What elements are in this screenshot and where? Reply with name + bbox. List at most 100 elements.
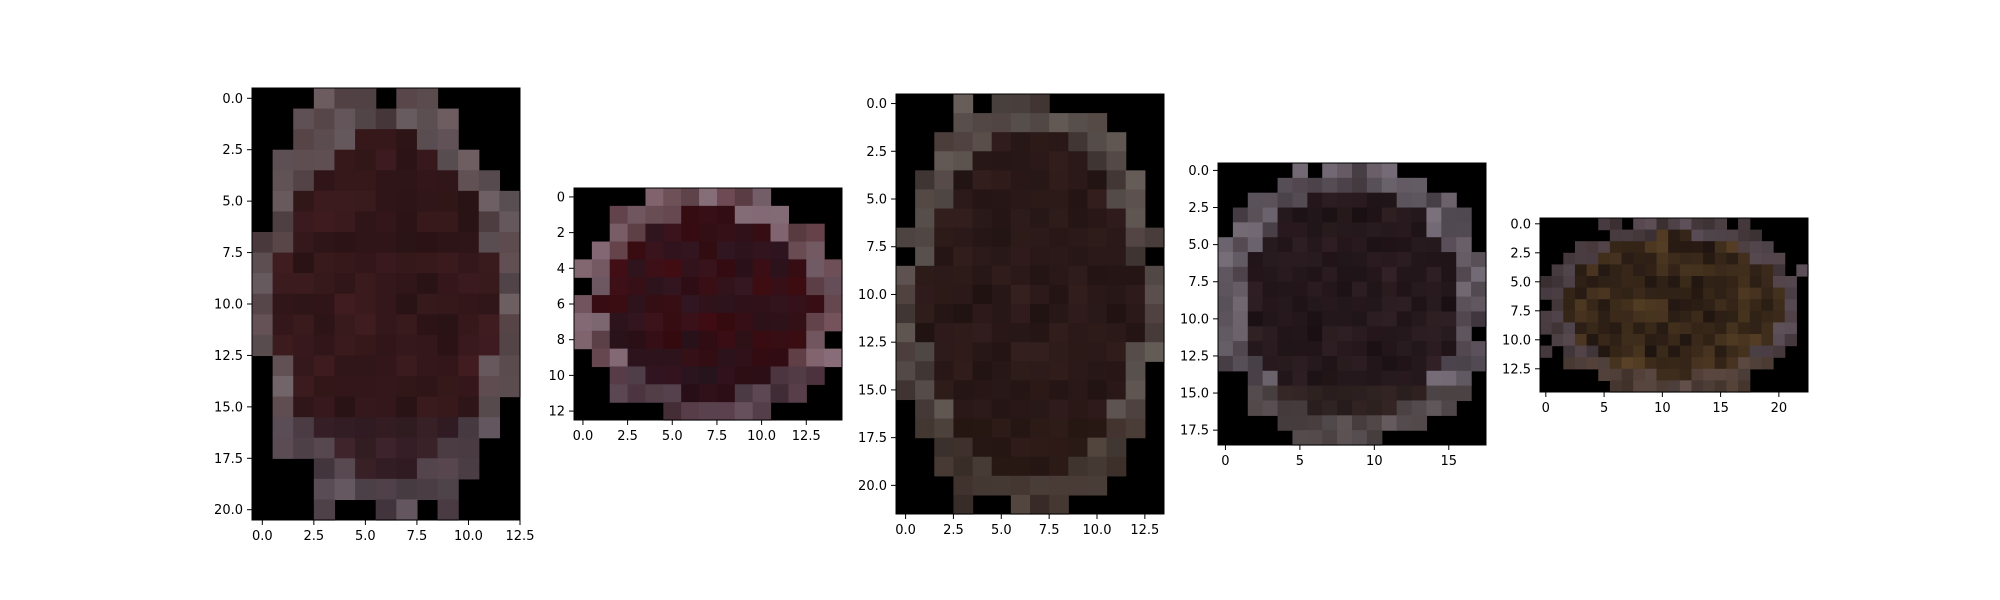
- image-cell: [991, 189, 1012, 210]
- image-cell: [1049, 399, 1069, 420]
- image-cell: [1621, 276, 1634, 289]
- image-cell: [375, 190, 397, 213]
- image-cell: [1738, 276, 1751, 289]
- image-cell: [1679, 264, 1693, 277]
- image-cell: [1703, 357, 1716, 370]
- image-cell: [1337, 400, 1353, 416]
- image-cell: [934, 399, 955, 420]
- image-cell: [313, 170, 336, 192]
- x-tick-label: 0: [1221, 454, 1229, 469]
- x-tick-label: 0: [1542, 401, 1550, 416]
- image-cell: [972, 399, 993, 420]
- image-cell: [355, 129, 377, 151]
- image-cell: [896, 361, 916, 381]
- image-cell: [681, 312, 700, 332]
- image-cell: [645, 295, 664, 314]
- image-cell: [1106, 437, 1127, 458]
- image-cell: [396, 170, 418, 192]
- image-cell: [1426, 326, 1442, 342]
- image-cell: [1106, 265, 1127, 286]
- image-cell: [1144, 323, 1165, 343]
- image-cell: [416, 252, 439, 274]
- image-cell: [1030, 418, 1050, 439]
- image-cell: [896, 342, 916, 362]
- image-cell: [1144, 265, 1165, 286]
- image-cell: [458, 190, 480, 213]
- image-cell: [396, 458, 418, 480]
- image-cell: [1621, 241, 1634, 254]
- image-cell: [1574, 310, 1588, 323]
- image-cell: [1773, 252, 1786, 265]
- image-cell: [991, 94, 1012, 114]
- image-cell: [272, 149, 294, 171]
- image-cell: [1337, 281, 1353, 298]
- image-cell: [663, 205, 682, 225]
- image-cell: [1307, 311, 1323, 327]
- image-cell: [627, 295, 647, 314]
- image-cell: [1068, 189, 1089, 210]
- y-tick-label: 0.0: [1510, 217, 1531, 232]
- image-cell: [1049, 246, 1069, 267]
- image-cell: [1609, 345, 1623, 358]
- image-cell: [1277, 341, 1294, 357]
- image-cell: [1691, 334, 1704, 347]
- image-cell: [1125, 246, 1146, 267]
- image-cell: [437, 396, 459, 418]
- image-cell: [1773, 299, 1786, 312]
- image-cell: [1218, 355, 1234, 372]
- image-cell: [334, 149, 356, 171]
- image-cell: [934, 361, 955, 381]
- image-cell: [1381, 400, 1398, 416]
- image-cell: [1441, 192, 1457, 209]
- image-cell: [972, 475, 993, 496]
- image-cell: [752, 312, 772, 332]
- image-cell: [293, 211, 315, 233]
- image-cell: [1307, 341, 1323, 357]
- image-cell: [699, 402, 718, 421]
- image-cell: [1322, 415, 1338, 431]
- image-cell: [1426, 400, 1442, 416]
- image-cell: [1456, 296, 1472, 313]
- image-cell: [953, 399, 974, 420]
- image-cell: [752, 348, 772, 368]
- image-cell: [1703, 264, 1716, 277]
- image-cell: [478, 376, 500, 398]
- image-cell: [396, 211, 418, 233]
- image-cell: [1106, 399, 1127, 420]
- image-cell: [1218, 237, 1234, 253]
- image-cell: [1068, 418, 1089, 439]
- image-cell: [896, 304, 916, 324]
- x-tick-label: 0.0: [895, 523, 916, 538]
- image-cell: [458, 458, 480, 480]
- image-cell: [1540, 345, 1553, 358]
- image-cell: [272, 273, 294, 295]
- image-cell: [1322, 266, 1338, 283]
- image-cell: [1621, 287, 1634, 300]
- image-cell: [1396, 296, 1413, 313]
- image-cell: [313, 458, 336, 480]
- image-cell: [396, 252, 418, 274]
- image-cell: [1292, 415, 1308, 431]
- image-cell: [699, 259, 718, 278]
- image-cell: [1232, 222, 1249, 238]
- image-cell: [1563, 276, 1576, 289]
- x-tick-label: 15: [1712, 401, 1729, 416]
- image-cell: [1598, 310, 1611, 323]
- image-cell: [788, 312, 807, 332]
- image-cell: [953, 342, 974, 362]
- image-cell: [716, 241, 736, 260]
- image-cell: [788, 223, 807, 243]
- image-cell: [396, 88, 418, 110]
- image-cell: [334, 170, 356, 192]
- image-cell: [1030, 208, 1050, 229]
- image-cell: [1381, 266, 1398, 283]
- image-cell: [1322, 192, 1338, 209]
- image-cell: [1738, 299, 1751, 312]
- image-cell: [272, 232, 294, 254]
- image-cell: [1307, 355, 1323, 372]
- x-tick-label: 12.5: [792, 429, 821, 444]
- image-cell: [1749, 276, 1762, 289]
- image-cell: [972, 265, 993, 286]
- image-cell: [1322, 370, 1338, 387]
- image-cell: [1337, 415, 1353, 431]
